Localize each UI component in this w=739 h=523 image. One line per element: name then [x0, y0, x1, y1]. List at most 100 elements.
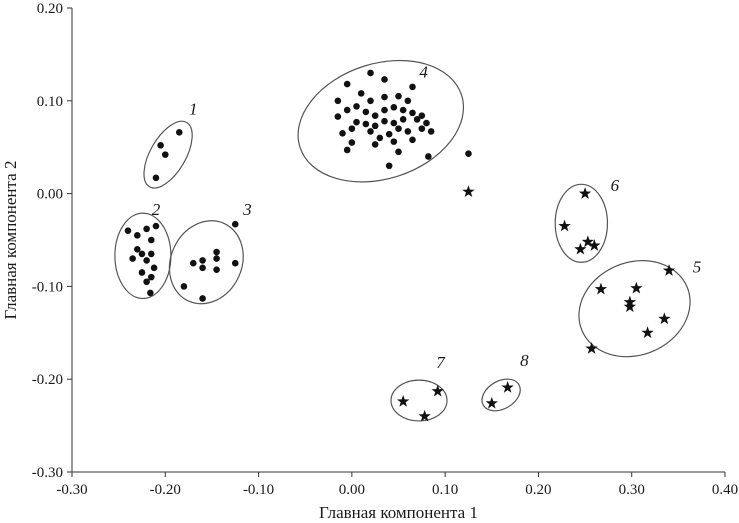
circle-point [371, 122, 379, 130]
circle-point [404, 97, 412, 105]
star-point [630, 281, 643, 294]
circle-point [404, 128, 412, 135]
circle-point [180, 283, 188, 290]
star-point [623, 300, 637, 313]
circle-point [157, 142, 164, 149]
cluster-ellipse-8 [481, 378, 521, 412]
circle-point [390, 103, 398, 111]
circle-point [353, 103, 360, 110]
circle-point [189, 259, 197, 267]
circle-point [143, 257, 150, 264]
circle-point [418, 112, 426, 119]
cluster-ellipse-4 [297, 59, 465, 183]
circle-point [150, 264, 158, 272]
circle-point [427, 128, 435, 135]
star-point [588, 239, 601, 251]
circle-point [409, 83, 416, 91]
circle-point [425, 153, 432, 160]
cluster-ellipses [114, 59, 691, 422]
x-tick-label: 0.40 [712, 482, 738, 498]
circle-point [362, 108, 370, 116]
x-axis-label: Главная компонента 1 [319, 503, 478, 522]
circle-point [152, 222, 160, 230]
y-axis-label: Главная компонента 2 [1, 161, 20, 320]
circle-point [143, 278, 150, 286]
star-point [594, 282, 608, 295]
cluster-label-6: 6 [611, 176, 620, 195]
circle-point [152, 174, 160, 182]
star-point [662, 264, 676, 276]
circle-point [199, 257, 206, 264]
circle-point [353, 118, 360, 126]
y-tick-label: -0.20 [32, 372, 63, 388]
axis-lines [71, 8, 725, 473]
circle-point [343, 106, 351, 114]
circle-point [357, 90, 365, 97]
cluster-ellipse-6 [554, 183, 609, 263]
circle-point [213, 255, 220, 262]
circle-point [385, 130, 393, 138]
circle-point [395, 92, 402, 100]
y-tick-label: 0.00 [37, 187, 63, 203]
star-point [396, 394, 410, 407]
circle-point [395, 148, 402, 156]
star-point [574, 242, 587, 255]
circle-point [134, 232, 141, 239]
circle-point [334, 97, 342, 105]
data-points [124, 69, 676, 422]
circle-point [343, 146, 351, 154]
y-tick-label: -0.30 [32, 465, 63, 481]
circle-point [213, 248, 220, 256]
circle-point [138, 269, 146, 276]
circle-point [390, 119, 398, 127]
x-tick-label: 0.10 [432, 482, 458, 498]
circle-point [348, 125, 356, 132]
cluster-ellipse-1 [143, 120, 193, 189]
cluster-label-5: 5 [693, 257, 702, 276]
circle-point [409, 109, 416, 117]
circle-point [213, 266, 220, 273]
circle-point [423, 119, 430, 127]
circle-point [465, 150, 472, 157]
circle-point [147, 289, 154, 297]
circle-point [231, 259, 239, 267]
cluster-label-3: 3 [242, 200, 252, 219]
circle-point [381, 106, 388, 114]
circle-point [367, 128, 374, 135]
cluster-label-7: 7 [436, 353, 446, 372]
circle-point [367, 69, 374, 77]
circle-point [231, 220, 239, 228]
circle-point [371, 112, 379, 119]
y-tick-label: 0.20 [37, 1, 63, 17]
star-point [462, 185, 475, 197]
circle-point [390, 138, 398, 145]
circle-point [339, 129, 346, 137]
circle-point [343, 80, 351, 88]
circle-point [385, 162, 393, 170]
y-ticks: -0.30 -0.20 -0.10 0.00 0.10 0.20 [32, 1, 72, 481]
circle-point [362, 120, 370, 128]
star-point [431, 384, 444, 397]
circle-point [367, 97, 374, 105]
circle-point [199, 295, 206, 302]
star-point [558, 219, 571, 232]
axes [71, 8, 725, 473]
cluster-label-2: 2 [152, 200, 161, 219]
circle-point [161, 151, 169, 158]
circle-point [199, 264, 206, 272]
x-tick-label: -0.10 [243, 482, 274, 498]
cluster-ellipse-7 [390, 379, 448, 422]
circle-point [409, 136, 416, 144]
star-point [658, 312, 671, 325]
x-tick-label: 0.00 [339, 482, 365, 498]
x-tick-label: 0.20 [525, 482, 551, 498]
x-tick-label: -0.20 [150, 482, 181, 498]
circle-point [399, 116, 407, 123]
cluster-labels: 1 2 3 4 5 6 7 8 [152, 63, 702, 372]
circle-point [381, 76, 388, 83]
circle-point [147, 273, 155, 281]
star-point [501, 381, 514, 393]
circle-point [381, 93, 388, 101]
x-ticks: -0.30 -0.20 -0.10 0.00 0.10 0.20 0.30 0.40 [56, 472, 738, 498]
